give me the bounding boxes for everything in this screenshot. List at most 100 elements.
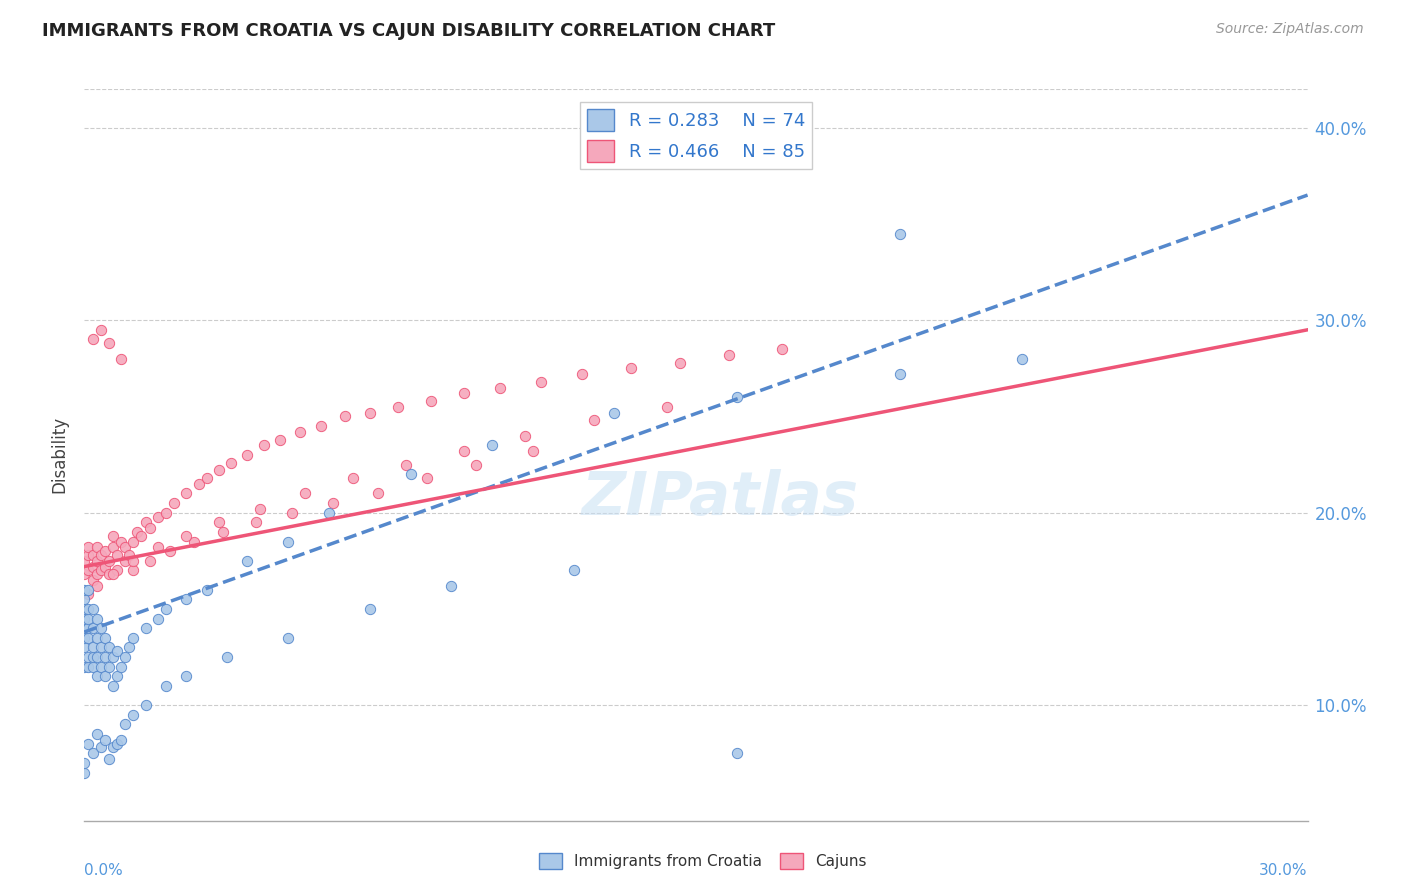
Point: [97, 640, 120, 655]
Point: [86, 541, 108, 555]
Point: [562, 563, 585, 577]
Point: [82, 746, 104, 760]
Point: [101, 541, 124, 555]
Point: [77, 621, 100, 635]
Point: [183, 534, 205, 549]
Point: [387, 400, 409, 414]
Point: [90, 740, 112, 755]
Point: [90, 323, 112, 337]
Point: [395, 458, 418, 472]
Point: [416, 471, 439, 485]
Point: [118, 640, 141, 655]
Point: [90, 563, 112, 577]
Point: [77, 541, 100, 555]
Point: [73, 765, 96, 780]
Point: [93, 732, 115, 747]
Point: [73, 611, 96, 625]
Y-axis label: Disability: Disability: [51, 417, 69, 493]
Point: [187, 476, 209, 491]
Point: [86, 567, 108, 582]
Point: [725, 746, 748, 760]
Point: [105, 669, 128, 683]
Point: [114, 541, 136, 555]
Point: [620, 361, 643, 376]
Point: [155, 602, 177, 616]
Point: [122, 534, 145, 549]
Point: [82, 548, 104, 562]
Point: [294, 486, 316, 500]
Point: [420, 394, 443, 409]
Point: [159, 544, 181, 558]
Point: [82, 559, 104, 574]
Point: [114, 717, 136, 731]
Point: [77, 548, 100, 562]
Point: [146, 509, 169, 524]
Point: [219, 456, 242, 470]
Point: [114, 554, 136, 568]
Point: [530, 375, 553, 389]
Point: [93, 559, 115, 574]
Point: [73, 756, 96, 770]
Point: [93, 631, 115, 645]
Point: [367, 486, 389, 500]
Point: [101, 567, 124, 582]
Point: [522, 444, 544, 458]
Text: Source: ZipAtlas.com: Source: ZipAtlas.com: [1216, 22, 1364, 37]
Point: [174, 486, 197, 500]
Point: [77, 586, 100, 600]
Point: [489, 380, 512, 394]
Point: [253, 438, 276, 452]
Point: [114, 650, 136, 665]
Point: [513, 428, 536, 442]
Point: [82, 333, 104, 347]
Point: [163, 496, 186, 510]
Point: [105, 548, 128, 562]
Point: [90, 659, 112, 673]
Point: [101, 650, 124, 665]
Point: [77, 737, 100, 751]
Point: [77, 563, 100, 577]
Point: [86, 631, 108, 645]
Point: [174, 592, 197, 607]
Point: [73, 582, 96, 597]
Point: [77, 659, 100, 673]
Point: [86, 579, 108, 593]
Point: [657, 400, 679, 414]
Text: ZIPatlas: ZIPatlas: [582, 469, 859, 528]
Point: [122, 563, 145, 577]
Point: [110, 351, 132, 366]
Point: [208, 516, 231, 530]
Point: [135, 698, 157, 713]
Point: [77, 631, 100, 645]
Point: [127, 524, 149, 539]
Point: [86, 611, 108, 625]
Point: [122, 631, 145, 645]
Point: [73, 592, 96, 607]
Point: [277, 534, 299, 549]
Point: [668, 355, 690, 369]
Point: [440, 579, 463, 593]
Point: [155, 679, 177, 693]
Point: [195, 582, 218, 597]
Point: [245, 516, 267, 530]
Point: [97, 554, 120, 568]
Point: [122, 554, 145, 568]
Point: [86, 669, 108, 683]
Point: [110, 534, 132, 549]
Point: [269, 433, 291, 447]
Point: [77, 582, 100, 597]
Point: [481, 438, 503, 452]
Point: [277, 631, 299, 645]
Point: [146, 611, 169, 625]
Point: [212, 524, 235, 539]
Point: [77, 611, 100, 625]
Point: [73, 554, 96, 568]
Point: [342, 471, 364, 485]
Point: [236, 448, 259, 462]
Point: [73, 631, 96, 645]
Point: [725, 390, 748, 404]
Point: [453, 444, 475, 458]
Point: [122, 707, 145, 722]
Point: [101, 679, 124, 693]
Text: 30.0%: 30.0%: [1260, 863, 1308, 878]
